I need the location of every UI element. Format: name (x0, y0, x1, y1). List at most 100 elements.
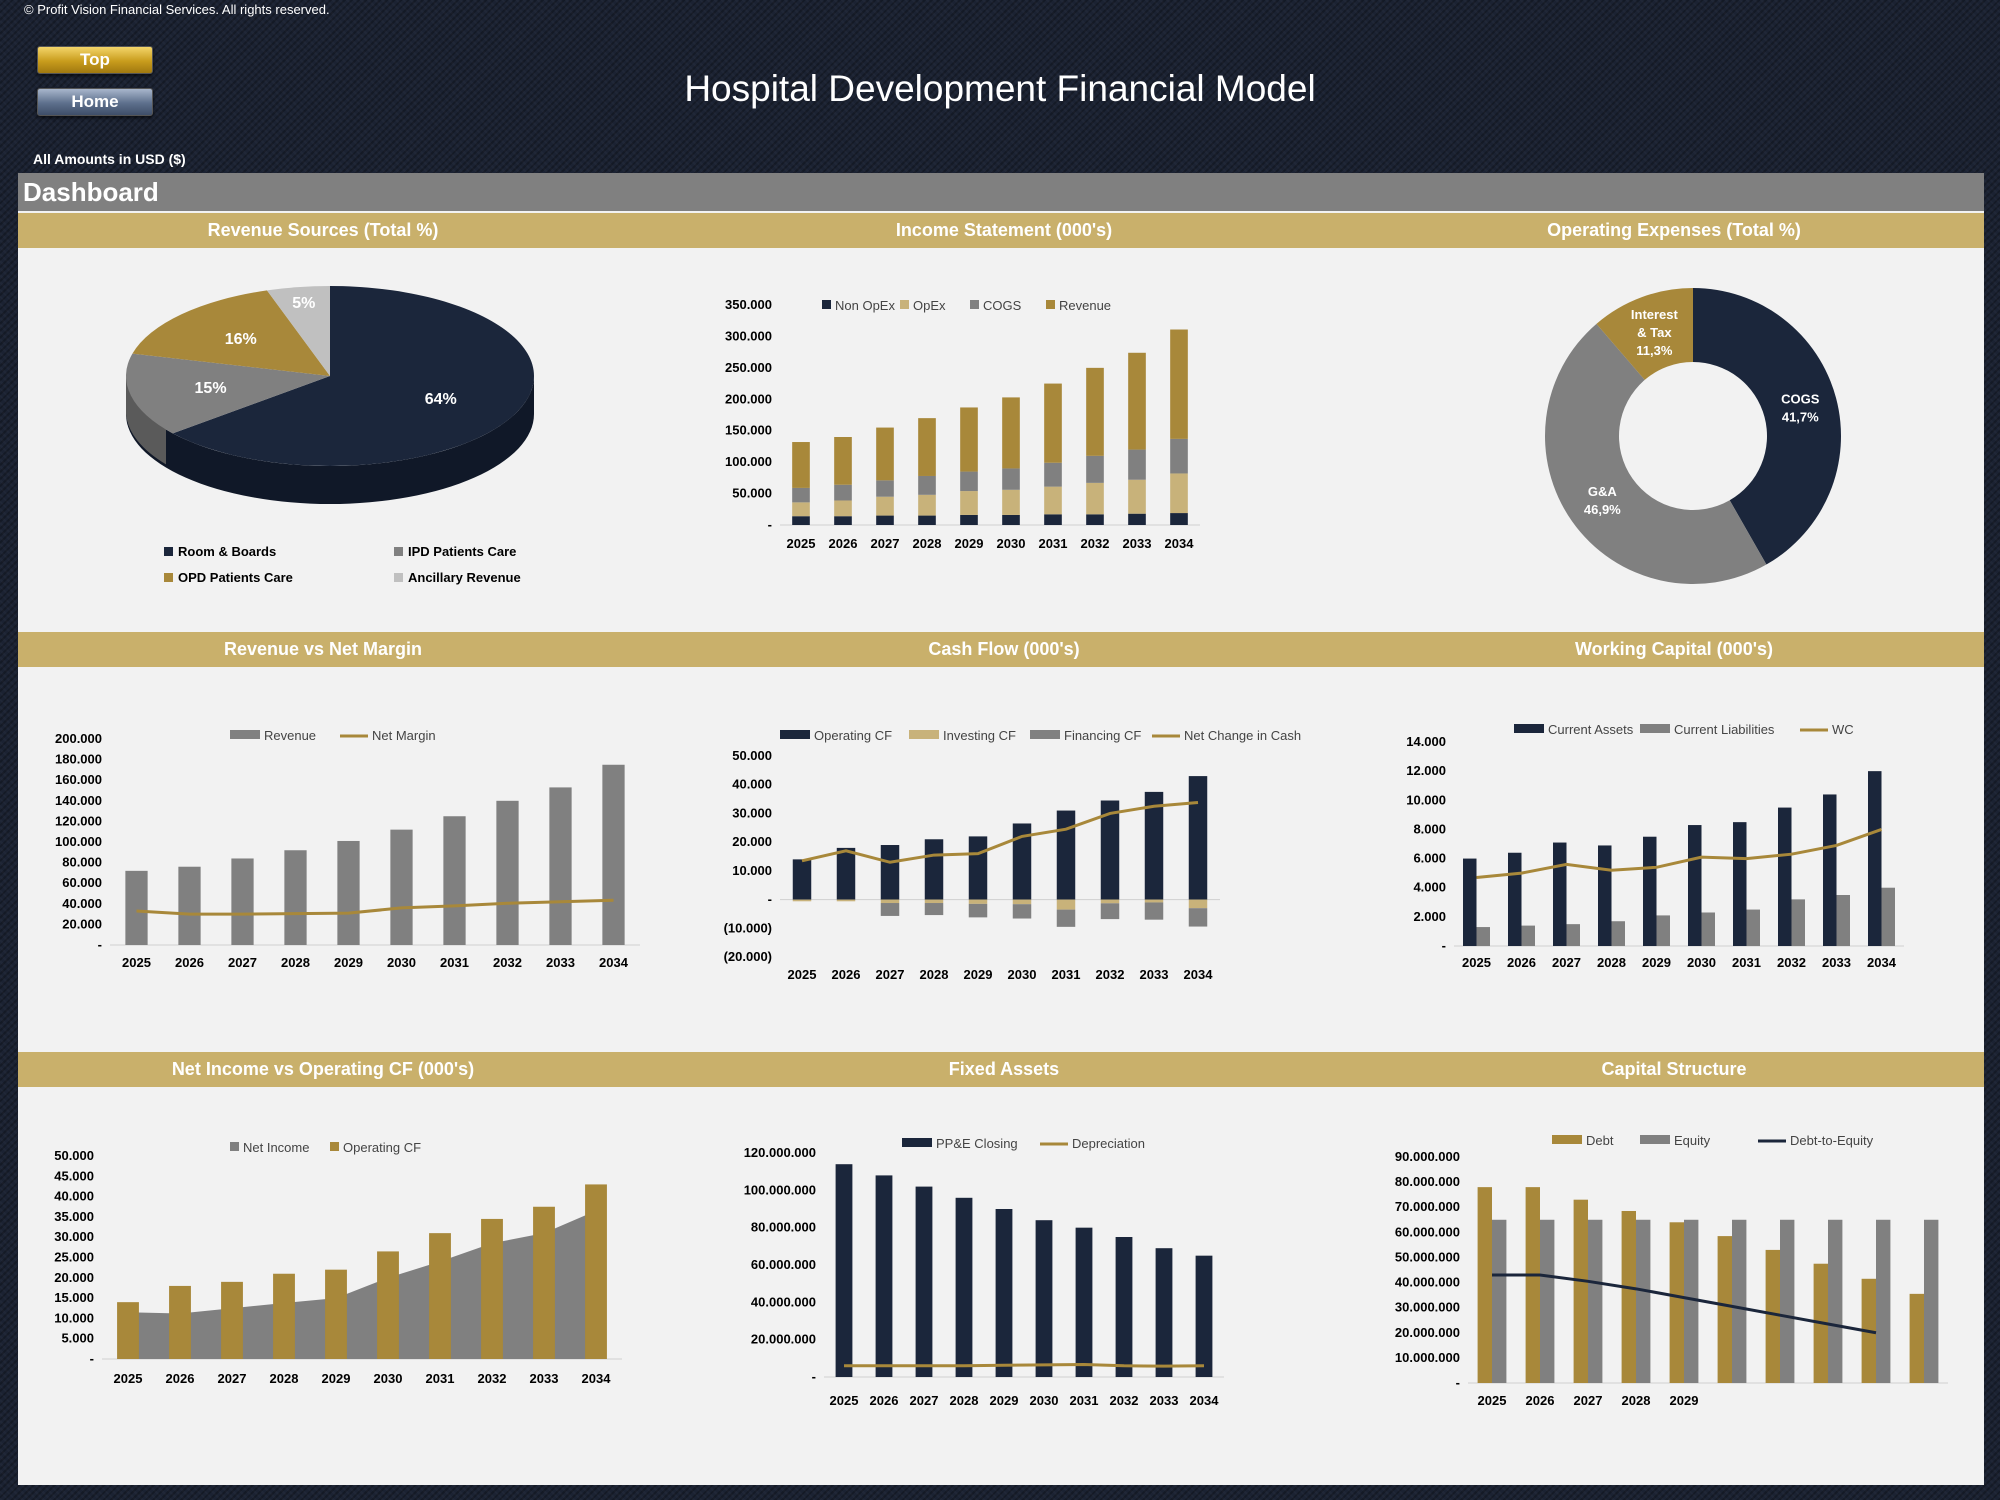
legend-label: Debt (1586, 1133, 1614, 1148)
panel-title-operating-expenses: Operating Expenses (Total %) (1364, 213, 1984, 248)
bar-investing-cf (924, 899, 944, 904)
bar-operating-cf (377, 1251, 399, 1359)
top-button[interactable]: Top (37, 46, 153, 74)
bar-current-assets (1553, 842, 1567, 946)
y-tick-label: 20.000 (62, 916, 102, 931)
x-tick-label: 2032 (1777, 955, 1806, 970)
panel-title-fixed-assets: Fixed Assets (684, 1052, 1324, 1087)
bar-current-assets (1463, 858, 1477, 946)
y-tick-label: 50.000 (732, 486, 772, 501)
legend-label: Room & Boards (178, 544, 276, 559)
y-tick-label: 25.000 (54, 1250, 94, 1265)
bar-equity (1732, 1219, 1747, 1383)
y-tick-label: 60.000 (62, 875, 102, 890)
bar-debt (1717, 1236, 1732, 1383)
bar-current-liabilities (1611, 921, 1625, 946)
y-tick-label: 6.000 (1413, 851, 1446, 866)
bar-financing-cf (924, 903, 944, 916)
panel-title-net-income-vs-ocf: Net Income vs Operating CF (000's) (18, 1052, 628, 1087)
bar-financing-cf (1056, 909, 1076, 927)
x-tick-label: 2032 (1081, 536, 1110, 551)
y-tick-label: 160.000 (55, 772, 102, 787)
area-net-income (128, 1210, 596, 1359)
x-tick-label: 2025 (788, 967, 817, 982)
legend-swatch (780, 730, 810, 739)
bar-opex (834, 500, 852, 517)
y-tick-label: 20.000.000 (1395, 1325, 1460, 1340)
x-tick-label: 2027 (1574, 1393, 1603, 1408)
bar-current-liabilities (1566, 924, 1580, 946)
pie-slice (266, 286, 330, 376)
pie-data-label: 5% (292, 295, 315, 312)
bar-operating-cf (924, 839, 944, 900)
bar-opex (1086, 482, 1104, 515)
y-tick-label: 5.000 (61, 1331, 94, 1346)
bar-current-assets (1778, 807, 1792, 946)
bar-current-assets (1508, 852, 1522, 946)
x-tick-label: 2034 (599, 955, 629, 970)
legend-swatch (822, 300, 831, 309)
x-tick-label: 2029 (1670, 1393, 1699, 1408)
y-tick-label: - (768, 517, 772, 532)
x-tick-label: 2034 (582, 1371, 612, 1386)
bar-cogs (1086, 455, 1104, 483)
pie-side-grey (126, 376, 166, 465)
bar-opex (792, 502, 810, 517)
y-tick-label: 90.000.000 (1395, 1149, 1460, 1164)
legend-label: OPD Patients Care (178, 570, 293, 585)
bar-debt (1525, 1187, 1540, 1383)
x-tick-label: 2026 (870, 1393, 899, 1408)
bar-current-liabilities (1701, 912, 1715, 946)
bar-operating-cf (325, 1269, 347, 1359)
revenue-vs-net-margin-chart: - 20.000 40.000 60.000 80.000 100.000 120.000 1… (55, 728, 640, 970)
bar-current-assets (1733, 822, 1747, 946)
bar-operating-cf (1012, 823, 1032, 900)
home-button[interactable]: Home (37, 88, 153, 116)
y-tick-label: 10.000 (732, 863, 772, 878)
bar-opex (918, 494, 936, 516)
bar-current-liabilities (1476, 927, 1490, 946)
bar-non-opex (1044, 514, 1062, 525)
pie-side (126, 376, 534, 504)
y-tick-label: 70.000.000 (1395, 1199, 1460, 1214)
bar-investing-cf (968, 899, 988, 904)
y-tick-label: 40.000 (732, 777, 772, 792)
x-tick-label: 2029 (1642, 955, 1671, 970)
legend-label: Revenue (264, 728, 316, 743)
x-tick-label: 2030 (997, 536, 1026, 551)
line-debt-to-equity (1492, 1273, 1877, 1335)
legend-label: Operating CF (343, 1140, 421, 1155)
y-tick-label: 40.000 (62, 896, 102, 911)
bar-pp-e-closing (1075, 1227, 1093, 1377)
y-tick-label: - (1456, 1375, 1460, 1390)
x-tick-label: 2028 (950, 1393, 979, 1408)
bar-pp-e-closing (1195, 1255, 1213, 1377)
bar-revenue (443, 816, 466, 945)
legend-label: OpEx (913, 298, 946, 313)
y-tick-label: 8.000 (1413, 821, 1446, 836)
x-tick-label: 2029 (964, 967, 993, 982)
legend-swatch (1640, 724, 1670, 733)
x-tick-label: 2032 (1110, 1393, 1139, 1408)
bar-opex (1170, 473, 1188, 514)
x-tick-label: 2033 (1822, 955, 1851, 970)
x-tick-label: 2029 (334, 955, 363, 970)
bar-revenue (1128, 352, 1146, 450)
legend-label: Net Change in Cash (1184, 728, 1301, 743)
x-tick-label: 2028 (913, 536, 942, 551)
y-tick-label: 120.000 (55, 813, 102, 828)
bar-operating-cf (1188, 776, 1208, 900)
bar-current-liabilities (1746, 909, 1760, 946)
legend-swatch (394, 547, 403, 556)
bar-equity (1684, 1219, 1699, 1383)
x-tick-label: 2028 (1597, 955, 1626, 970)
bar-debt (1669, 1222, 1684, 1383)
line-wc (1476, 828, 1883, 880)
bar-equity (1540, 1219, 1555, 1383)
bar-investing-cf (1056, 899, 1076, 910)
donut-data-label: & Tax (1637, 325, 1672, 340)
bar-operating-cf (880, 845, 900, 900)
bar-debt (1909, 1293, 1924, 1383)
bar-revenue (960, 407, 978, 472)
bar-opex (960, 491, 978, 515)
